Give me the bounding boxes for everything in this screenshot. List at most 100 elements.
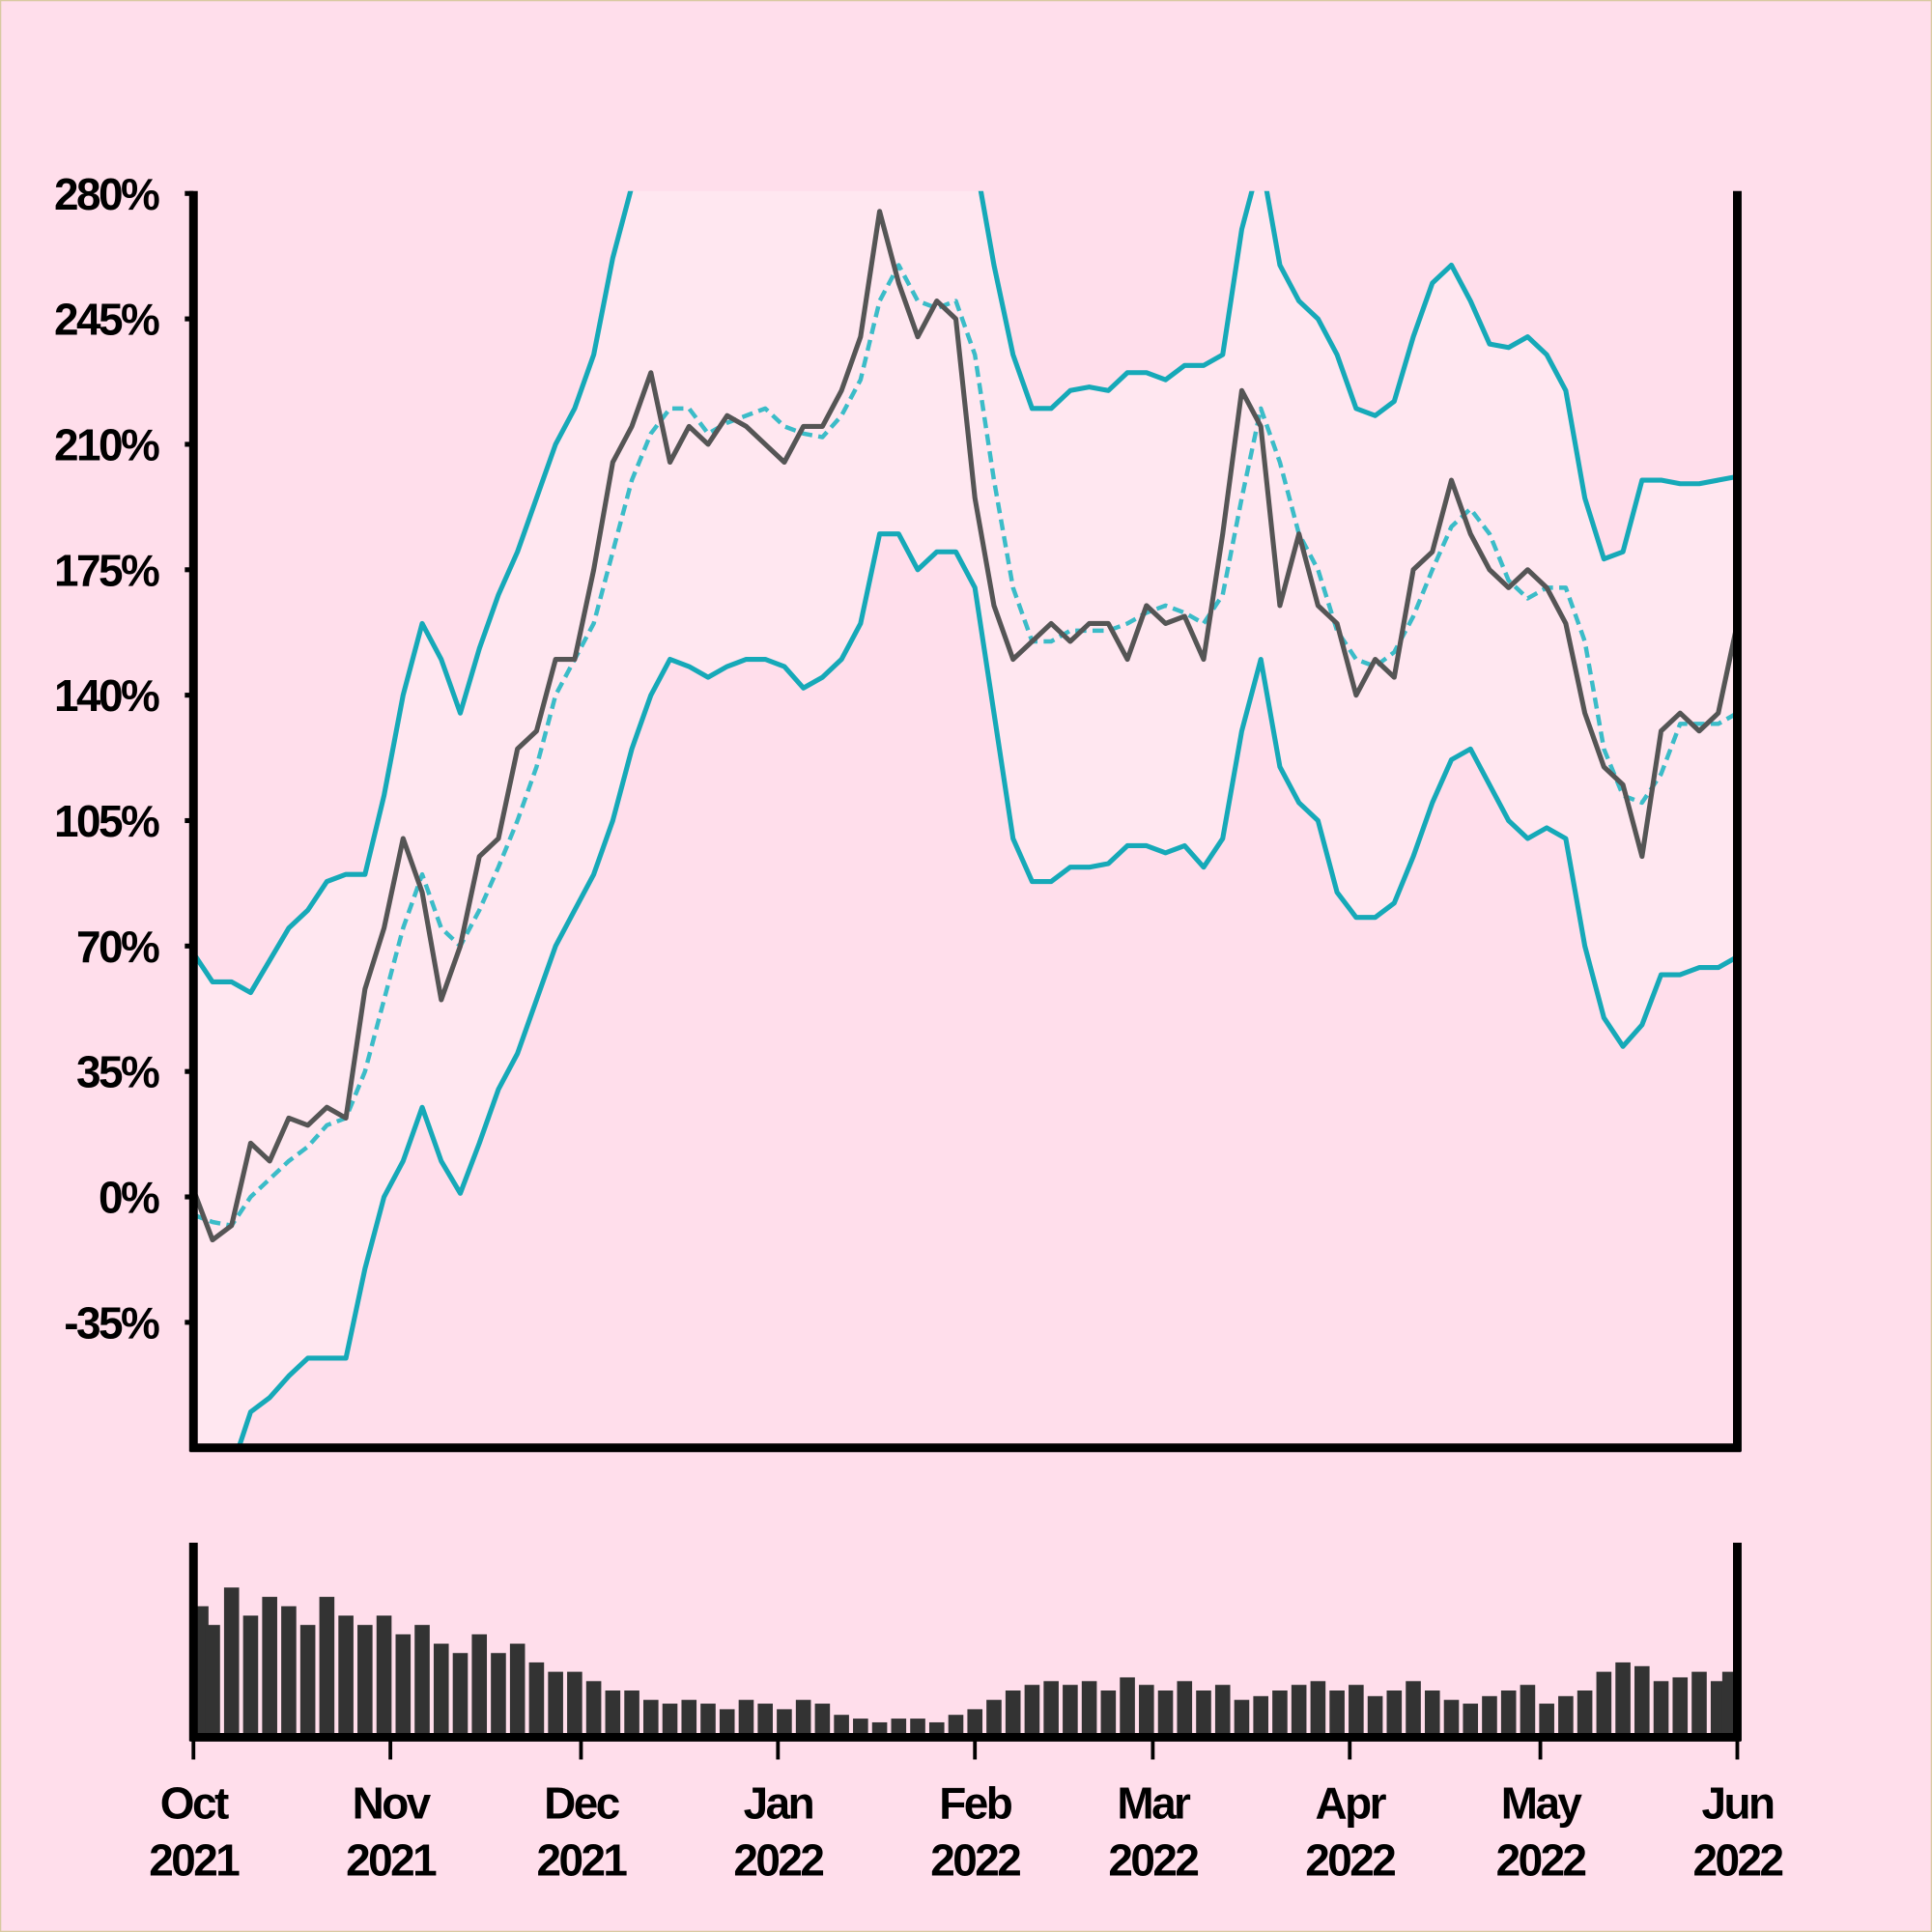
y-tick-label: 245% — [54, 295, 159, 345]
x-tick-label: May 2022 — [1496, 1778, 1586, 1886]
volume-bar — [433, 1643, 449, 1738]
band-fill — [193, 190, 1738, 1451]
volume-bar — [891, 1719, 907, 1738]
x-tick-label: Nov 2021 — [346, 1778, 437, 1886]
volume-bar — [452, 1653, 469, 1738]
x-tick-label: Dec 2021 — [536, 1778, 627, 1886]
volume-bar — [1329, 1690, 1345, 1738]
volume-bar — [1539, 1703, 1554, 1738]
volume-bar — [605, 1690, 621, 1738]
volume-bar — [1081, 1681, 1097, 1738]
volume-bar — [1577, 1690, 1593, 1738]
volume-bar — [834, 1715, 849, 1738]
volume-bar — [1139, 1685, 1154, 1738]
volume-bar — [1520, 1685, 1536, 1738]
y-tick-label: 0% — [99, 1173, 159, 1223]
volume-bar — [700, 1703, 716, 1738]
volume-bar — [1653, 1681, 1669, 1738]
volume-bar — [548, 1671, 563, 1738]
volume-bar — [1443, 1699, 1460, 1738]
volume-bar — [777, 1709, 792, 1738]
volume-bar — [1349, 1685, 1364, 1738]
volume-bar — [986, 1699, 1002, 1738]
volume-bar — [1196, 1690, 1211, 1738]
volume-bar — [376, 1615, 392, 1738]
volume-bar — [281, 1605, 297, 1738]
volume-bar — [948, 1715, 964, 1738]
volume-bar — [910, 1719, 925, 1738]
volume-bar — [242, 1615, 259, 1738]
volume-bar — [1691, 1671, 1707, 1738]
volume-bar — [528, 1662, 545, 1738]
volume-bar — [795, 1699, 811, 1738]
volume-bar — [414, 1625, 430, 1738]
volume-bar — [205, 1625, 220, 1738]
volume-bar — [491, 1653, 506, 1738]
volume-bar — [299, 1625, 316, 1738]
volume-bar — [757, 1703, 773, 1738]
x-tick-label: Jan 2022 — [733, 1778, 823, 1886]
volume-bar — [319, 1597, 335, 1738]
frame — [188, 190, 1742, 1742]
volume-bar — [585, 1681, 602, 1738]
volume-bar — [1043, 1681, 1059, 1738]
volume-bar — [662, 1703, 678, 1738]
x-tick-label: Oct 2021 — [149, 1778, 240, 1886]
volume-bar — [1291, 1685, 1307, 1738]
volume-bar — [1157, 1690, 1174, 1738]
volume-bar — [1214, 1685, 1231, 1738]
volume-bar — [1672, 1677, 1689, 1738]
volume-bar — [719, 1709, 735, 1738]
volume-bar — [262, 1597, 277, 1738]
volume-bar — [1253, 1695, 1268, 1738]
x-tick-label: Jun 2022 — [1693, 1778, 1783, 1886]
volume-bar — [1558, 1695, 1574, 1738]
volume-bar — [357, 1625, 373, 1738]
volume-bar — [1596, 1671, 1612, 1738]
volume-bar — [1482, 1695, 1497, 1738]
line-series — [235, 531, 1738, 1451]
y-tick-label: 35% — [76, 1047, 159, 1097]
volume-bar — [1234, 1699, 1250, 1738]
volume-bar — [395, 1634, 412, 1738]
volume-bar — [738, 1699, 754, 1738]
volume-bar — [1386, 1690, 1403, 1738]
volume-bar — [1005, 1690, 1021, 1738]
y-tick-label: 140% — [54, 670, 159, 721]
volume-bar — [1177, 1681, 1193, 1738]
volume-bar — [1120, 1677, 1135, 1738]
volume-bar — [1063, 1685, 1078, 1738]
y-tick-label: 210% — [54, 420, 159, 470]
y-tick-label: 105% — [54, 796, 159, 846]
volume-bar — [1500, 1690, 1517, 1738]
volume-bar — [853, 1719, 868, 1738]
volume-bar — [1710, 1681, 1726, 1738]
y-tick-label: 175% — [54, 545, 159, 595]
line-series — [193, 209, 1738, 1243]
x-tick-label: Feb 2022 — [930, 1778, 1020, 1886]
volume-bar — [1310, 1681, 1326, 1738]
x-tick-label: Apr 2022 — [1305, 1778, 1395, 1886]
y-tick-label: 280% — [54, 169, 159, 219]
volume-bar — [967, 1709, 983, 1738]
volume-bar — [1424, 1690, 1440, 1738]
y-tick-label: 70% — [76, 922, 159, 972]
line-series — [193, 190, 1738, 996]
volume-bar — [681, 1699, 697, 1738]
volume-bar — [624, 1690, 639, 1738]
volume-bar — [1100, 1690, 1117, 1738]
line-series — [193, 263, 1738, 1228]
y-tick-label: -35% — [64, 1297, 159, 1348]
volume-bar — [223, 1587, 240, 1738]
volume-bar — [567, 1671, 582, 1738]
plot-area — [193, 190, 1738, 1451]
volume-bar — [338, 1615, 354, 1738]
x-tick-label: Mar 2022 — [1108, 1778, 1198, 1886]
volume-bar — [1634, 1665, 1650, 1738]
volume-bar — [814, 1703, 831, 1738]
volume-bar — [1406, 1681, 1421, 1738]
volume-bar — [1463, 1703, 1479, 1738]
volume-bar — [471, 1634, 488, 1738]
